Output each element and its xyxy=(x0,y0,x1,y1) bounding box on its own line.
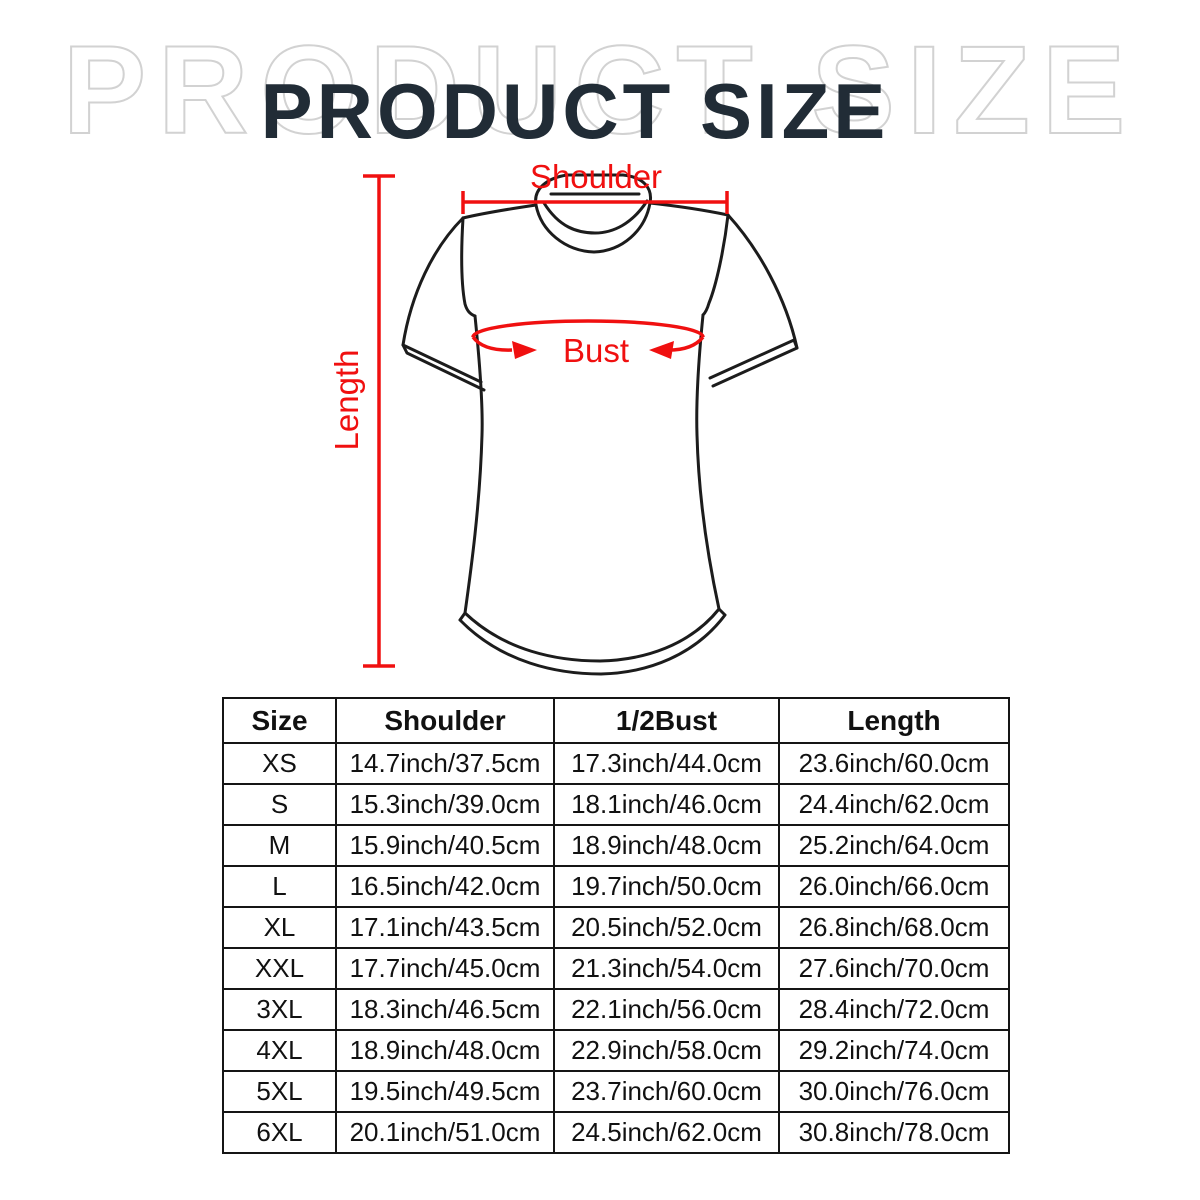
measurement-cell: 14.7inch/37.5cm xyxy=(335,742,555,785)
size-table: Size Shoulder 1/2Bust Length XS 14.7inch/… xyxy=(222,697,1010,1154)
table-row: XL 17.1inch/43.5cm 20.5inch/52.0cm 26.8inch… xyxy=(222,906,1010,949)
shoulder-measure-line xyxy=(461,191,729,214)
measurement-cell: 28.4inch/72.0cm xyxy=(778,988,1010,1031)
bust-arrow-left-icon xyxy=(512,341,537,359)
left-sleeve-cuff xyxy=(401,343,486,392)
size-cell: M xyxy=(222,824,337,867)
tshirt-outline xyxy=(401,173,799,676)
size-cell: XL xyxy=(222,906,337,949)
measurement-cell: 20.1inch/51.0cm xyxy=(335,1111,555,1154)
page-title: PRODUCT SIZE xyxy=(260,67,890,155)
size-cell: L xyxy=(222,865,337,908)
size-table-header: Size Shoulder 1/2Bust Length xyxy=(222,697,1010,744)
measurement-cell: 24.5inch/62.0cm xyxy=(553,1111,780,1154)
table-row: S 15.3inch/39.0cm 18.1inch/46.0cm 24.4inch/… xyxy=(222,783,1010,826)
measurement-annotations: Shoulder Length Bust xyxy=(328,158,729,668)
measurement-cell: 27.6inch/70.0cm xyxy=(778,947,1010,990)
measurement-cell: 26.0inch/66.0cm xyxy=(778,865,1010,908)
table-row: XXL 17.7inch/45.0cm 21.3inch/54.0cm 27.6inc… xyxy=(222,947,1010,990)
size-cell: 3XL xyxy=(222,988,337,1031)
measurement-cell: 24.4inch/62.0cm xyxy=(778,783,1010,826)
table-row: 3XL 18.3inch/46.5cm 22.1inch/56.0cm 28.4inc… xyxy=(222,988,1010,1031)
header-length: Length xyxy=(778,697,1010,744)
measurement-cell: 30.8inch/78.0cm xyxy=(778,1111,1010,1154)
measurement-cell: 26.8inch/68.0cm xyxy=(778,906,1010,949)
table-row: L 16.5inch/42.0cm 19.7inch/50.0cm 26.0inch/… xyxy=(222,865,1010,908)
size-cell: S xyxy=(222,783,337,826)
hem-band xyxy=(458,607,727,676)
measurement-cell: 16.5inch/42.0cm xyxy=(335,865,555,908)
length-measure-line xyxy=(363,174,395,668)
header-shoulder: Shoulder xyxy=(335,697,555,744)
bust-arrow-right-icon xyxy=(649,341,674,359)
left-sleeve-outer-edge xyxy=(401,216,465,347)
measurement-cell: 17.3inch/44.0cm xyxy=(553,742,780,785)
watermark-title: PRODUCT SIZE xyxy=(62,21,1138,160)
measurement-cell: 18.1inch/46.0cm xyxy=(553,783,780,826)
left-armhole-seam xyxy=(460,216,477,318)
table-row: 4XL 18.9inch/48.0cm 22.9inch/58.0cm 29.2inc… xyxy=(222,1029,1010,1072)
table-header-row: Size Shoulder 1/2Bust Length xyxy=(222,697,1010,744)
measurement-cell: 30.0inch/76.0cm xyxy=(778,1070,1010,1113)
measurement-cell: 17.1inch/43.5cm xyxy=(335,906,555,949)
right-sleeve-cuff xyxy=(708,338,799,388)
bust-ellipse-bottom-left-arc xyxy=(471,335,513,352)
tshirt-measurement-diagram: Shoulder Length Bust xyxy=(328,158,799,676)
measurement-cell: 19.7inch/50.0cm xyxy=(553,865,780,908)
measurement-cell: 29.2inch/74.0cm xyxy=(778,1029,1010,1072)
body-left-edge xyxy=(463,314,484,615)
header-half-bust: 1/2Bust xyxy=(553,697,780,744)
measurement-cell: 23.6inch/60.0cm xyxy=(778,742,1010,785)
size-cell: 4XL xyxy=(222,1029,337,1072)
bust-ellipse-top-arc xyxy=(471,319,705,338)
measurement-cell: 18.9inch/48.0cm xyxy=(553,824,780,867)
measurement-cell: 25.2inch/64.0cm xyxy=(778,824,1010,867)
bust-label: Bust xyxy=(563,332,629,369)
measurement-cell: 15.3inch/39.0cm xyxy=(335,783,555,826)
table-row: 5XL 19.5inch/49.5cm 23.7inch/60.0cm 30.0inc… xyxy=(222,1070,1010,1113)
right-shoulder-seam xyxy=(648,201,730,217)
measurement-cell: 18.3inch/46.5cm xyxy=(335,988,555,1031)
right-sleeve-outer-edge xyxy=(726,213,799,350)
length-label: Length xyxy=(328,350,365,451)
table-row: XS 14.7inch/37.5cm 17.3inch/44.0cm 23.6inch… xyxy=(222,742,1010,785)
measurement-cell: 19.5inch/49.5cm xyxy=(335,1070,555,1113)
left-shoulder-seam xyxy=(461,203,538,220)
measurement-cell: 22.1inch/56.0cm xyxy=(553,988,780,1031)
measurement-cell: 17.7inch/45.0cm xyxy=(335,947,555,990)
measurement-cell: 15.9inch/40.5cm xyxy=(335,824,555,867)
size-cell: XXL xyxy=(222,947,337,990)
body-right-edge xyxy=(695,313,721,611)
measurement-cell: 18.9inch/48.0cm xyxy=(335,1029,555,1072)
collar-inner-rim xyxy=(542,199,649,235)
measurement-cell: 21.3inch/54.0cm xyxy=(553,947,780,990)
table-row: M 15.9inch/40.5cm 18.9inch/48.0cm 25.2inch/… xyxy=(222,824,1010,867)
size-cell: 5XL xyxy=(222,1070,337,1113)
collar-outer xyxy=(534,173,653,254)
measurement-cell: 22.9inch/58.0cm xyxy=(553,1029,780,1072)
size-table-body: XS 14.7inch/37.5cm 17.3inch/44.0cm 23.6inch… xyxy=(222,742,1010,1154)
right-armhole-seam xyxy=(701,213,730,317)
size-cell: 6XL xyxy=(222,1111,337,1154)
shoulder-label: Shoulder xyxy=(530,158,662,195)
measurement-cell: 20.5inch/52.0cm xyxy=(553,906,780,949)
table-row: 6XL 20.1inch/51.0cm 24.5inch/62.0cm 30.8inc… xyxy=(222,1111,1010,1154)
size-cell: XS xyxy=(222,742,337,785)
measurement-cell: 23.7inch/60.0cm xyxy=(553,1070,780,1113)
header-size: Size xyxy=(222,697,337,744)
